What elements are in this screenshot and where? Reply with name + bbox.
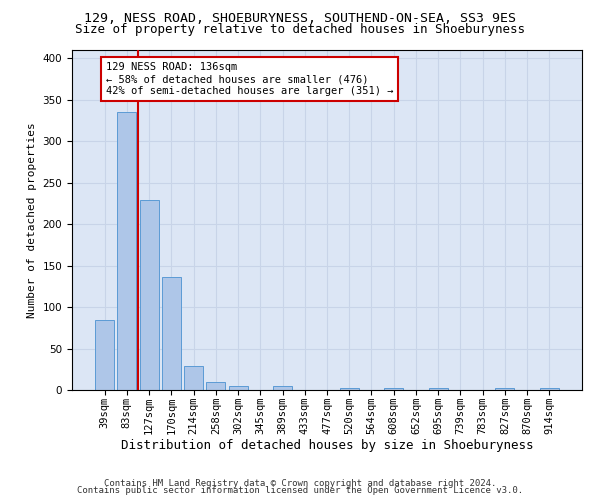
Bar bbox=[496, 388, 514, 390]
Bar bbox=[384, 388, 403, 390]
Text: 129 NESS ROAD: 136sqm
← 58% of detached houses are smaller (476)
42% of semi-det: 129 NESS ROAD: 136sqm ← 58% of detached … bbox=[106, 62, 393, 96]
Bar bbox=[118, 112, 136, 390]
Bar bbox=[273, 386, 292, 390]
Bar bbox=[540, 388, 559, 390]
Bar bbox=[162, 277, 181, 390]
X-axis label: Distribution of detached houses by size in Shoeburyness: Distribution of detached houses by size … bbox=[121, 440, 533, 452]
Bar bbox=[429, 388, 448, 390]
Bar bbox=[340, 388, 359, 390]
Bar bbox=[140, 200, 158, 390]
Text: Size of property relative to detached houses in Shoeburyness: Size of property relative to detached ho… bbox=[75, 22, 525, 36]
Text: Contains HM Land Registry data © Crown copyright and database right 2024.: Contains HM Land Registry data © Crown c… bbox=[104, 478, 496, 488]
Bar bbox=[95, 320, 114, 390]
Text: 129, NESS ROAD, SHOEBURYNESS, SOUTHEND-ON-SEA, SS3 9ES: 129, NESS ROAD, SHOEBURYNESS, SOUTHEND-O… bbox=[84, 12, 516, 26]
Bar bbox=[206, 382, 225, 390]
Y-axis label: Number of detached properties: Number of detached properties bbox=[27, 122, 37, 318]
Bar bbox=[184, 366, 203, 390]
Bar bbox=[229, 386, 248, 390]
Text: Contains public sector information licensed under the Open Government Licence v3: Contains public sector information licen… bbox=[77, 486, 523, 495]
